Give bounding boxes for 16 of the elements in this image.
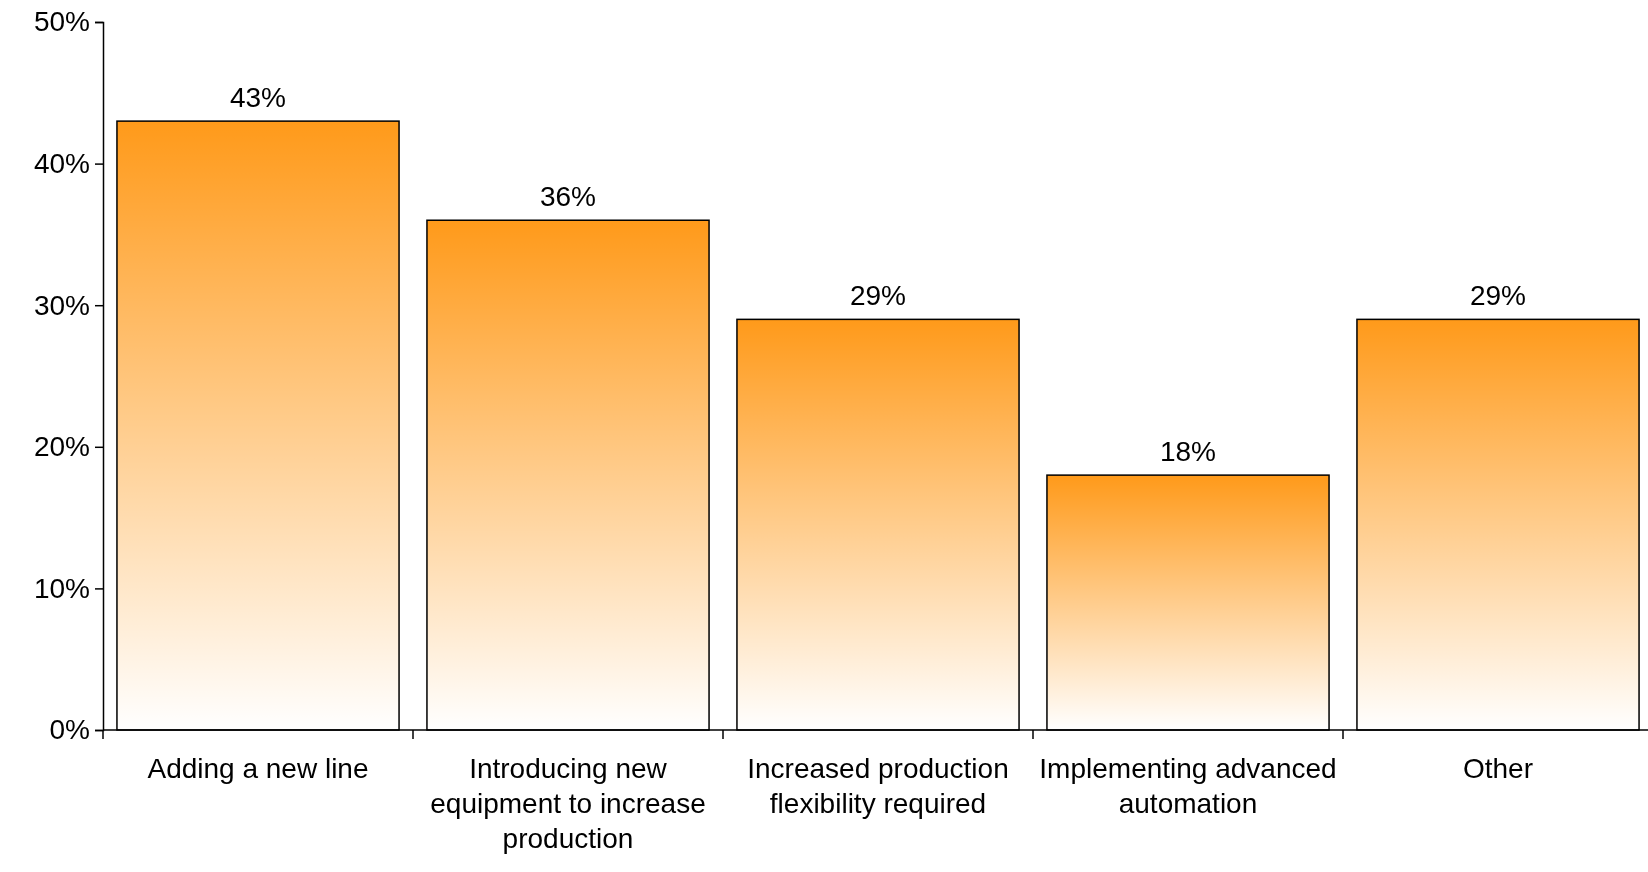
data-label: 43% [229,82,287,114]
y-tick-label: 20% [33,431,90,463]
y-tick-label: 10% [33,572,90,604]
data-label: 36% [539,181,597,213]
y-tick-label: 50% [33,6,90,38]
x-tick-label: Increased production flexibility required [747,753,1009,819]
y-tick-label: 0% [49,714,90,746]
y-tick-label: 40% [33,148,90,180]
data-label: 29% [849,280,907,312]
data-label: 29% [1469,280,1527,312]
x-tick-label: Other [1462,753,1534,784]
x-tick-label: Adding a new line [147,753,369,784]
data-label: 18% [1159,436,1217,468]
x-tick-label: Introducing new equipment to increase production [430,753,706,854]
x-tick-label: Implementing advanced automation [1039,753,1337,819]
y-tick-label: 30% [33,289,90,321]
